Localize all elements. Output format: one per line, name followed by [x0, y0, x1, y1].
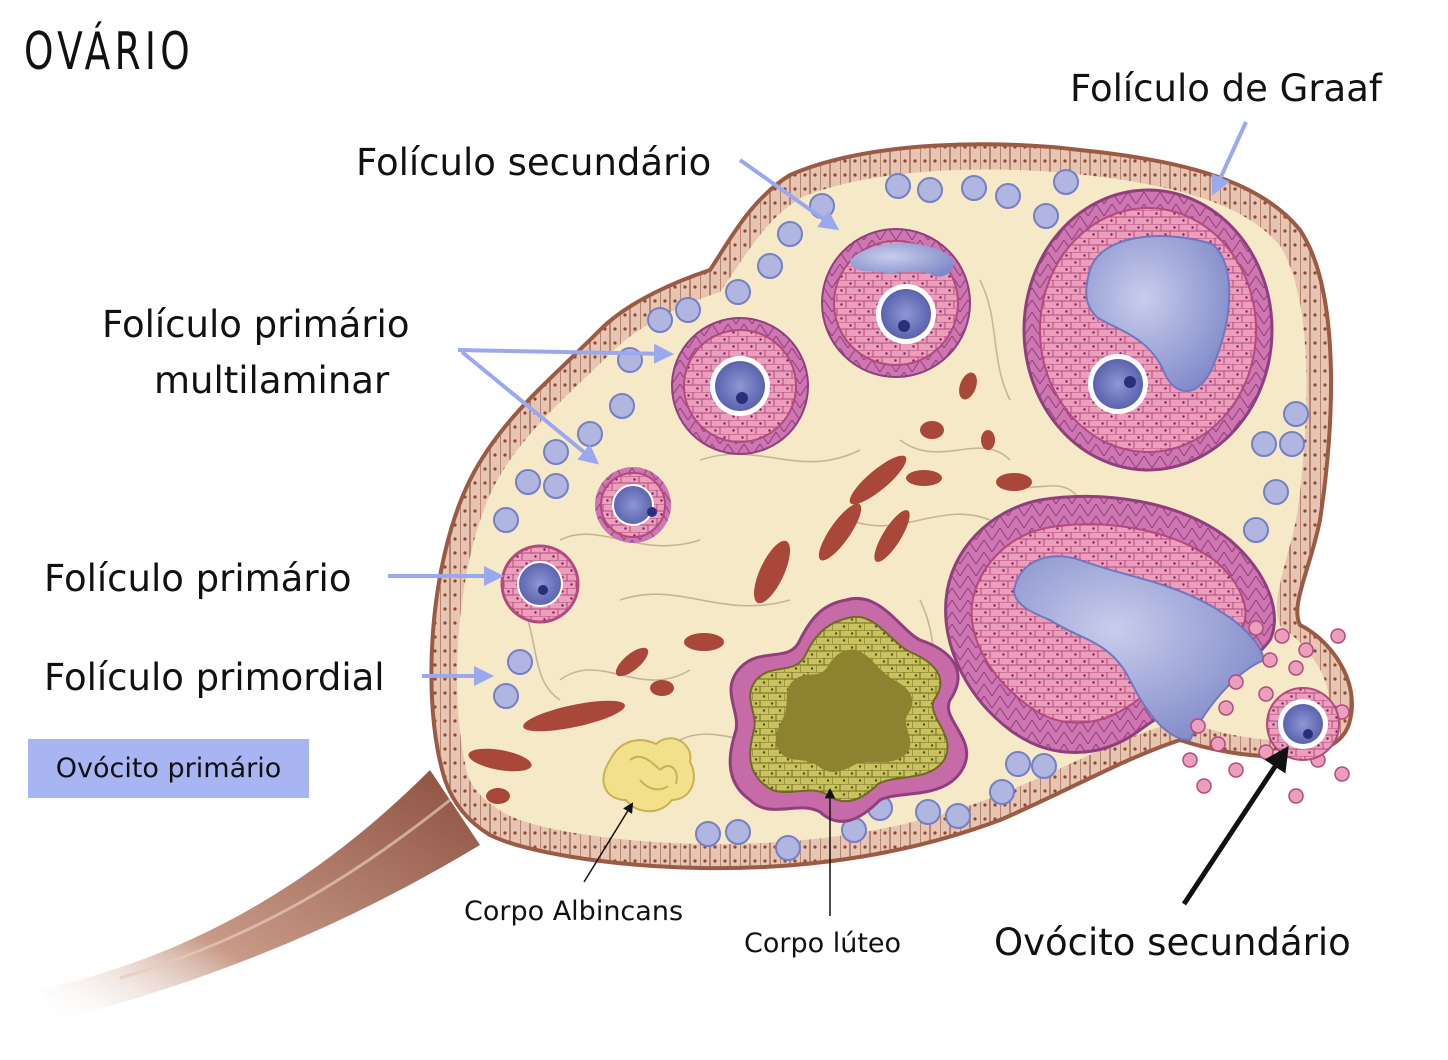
primary-multilaminar-follicle-lower — [595, 467, 671, 543]
label-corpo-albincans: Corpo Albincans — [464, 896, 684, 927]
label-foliculo-primordial: Folículo primordial — [44, 656, 385, 699]
blood-vessels — [468, 372, 1032, 804]
primary-follicle — [500, 544, 580, 624]
arrow-ovocito-secundario — [1181, 745, 1289, 906]
label-arrows — [388, 121, 1289, 916]
label-foliculo-primario: Folículo primário — [44, 557, 352, 600]
arrow-secundario — [738, 158, 840, 231]
corpus-albicans — [602, 737, 695, 813]
label-corpo-luteo: Corpo lúteo — [744, 928, 902, 959]
arrow-multi-upper — [457, 343, 674, 364]
arrow-graaf — [1211, 121, 1248, 196]
primary-multilaminar-follicle-upper — [671, 317, 809, 455]
corpus-luteum — [728, 596, 969, 823]
secondary-oocyte — [1266, 687, 1340, 761]
label-foliculo-primario-multilaminar-line1: Folículo primário — [102, 303, 410, 346]
label-foliculo-secundario: Folículo secundário — [356, 141, 712, 184]
ovarian-ligament — [40, 770, 480, 1020]
ruptured-follicle — [944, 494, 1276, 754]
label-foliculo-primario-multilaminar-line2: multilaminar — [154, 359, 390, 402]
arrow-multi-lower — [460, 350, 600, 465]
label-ovocito-secundario: Ovócito secundário — [994, 921, 1351, 964]
released-cells — [1182, 620, 1350, 804]
label-ovocito-primario-text: Ovócito primário — [55, 753, 282, 784]
label-ovocito-primario: Ovócito primário — [28, 739, 309, 798]
label-foliculo-de-graaf: Folículo de Graaf — [1070, 67, 1382, 110]
secondary-follicle — [821, 228, 971, 378]
arrow-corpo-albincans — [583, 802, 634, 883]
page-title: OVÁRIO — [24, 22, 195, 82]
graafian-follicle — [1022, 188, 1274, 472]
